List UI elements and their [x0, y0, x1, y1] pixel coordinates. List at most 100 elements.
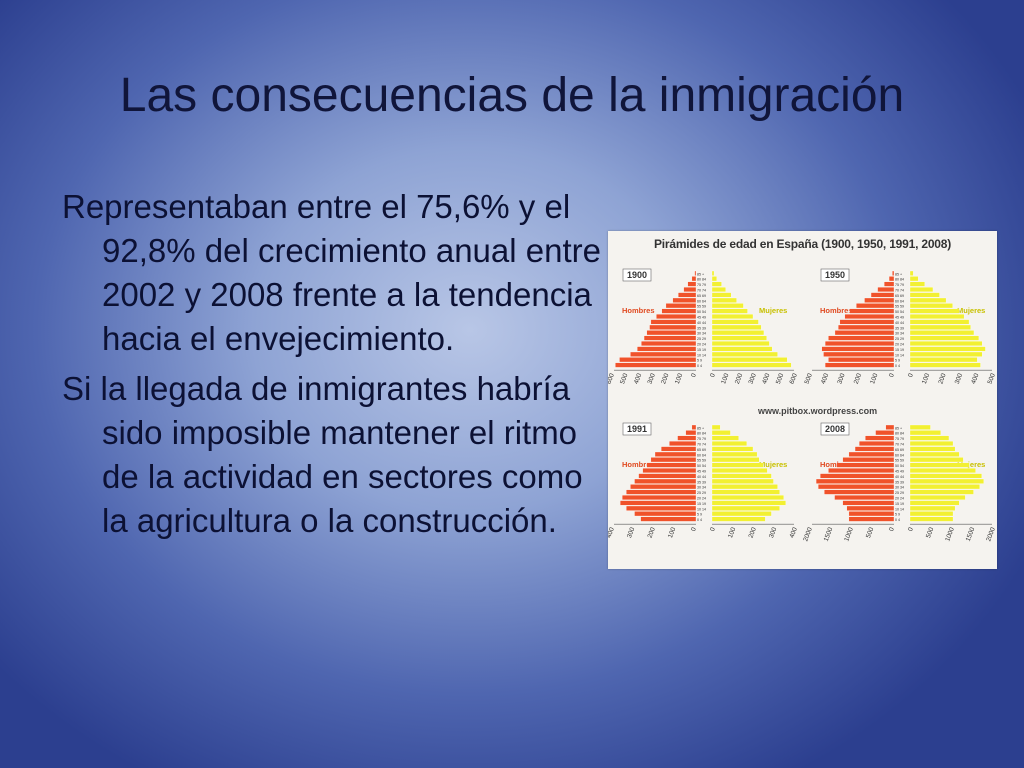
men-bar	[892, 270, 895, 276]
men-bar	[637, 346, 697, 352]
population-pyramids-figure: Pirámides de edad en España (1900, 1950,…	[608, 231, 997, 569]
men-bar	[865, 435, 895, 441]
age-label: 65 69	[895, 294, 904, 298]
women-bar	[711, 276, 717, 282]
women-bar	[909, 484, 980, 490]
axis-tick-label: 100	[674, 372, 684, 385]
women-label: Mujeres	[759, 460, 787, 469]
age-label: 5 9	[697, 359, 702, 363]
axis-tick-label: 400	[789, 526, 799, 539]
men-bar	[634, 511, 697, 517]
figure-source: www.pitbox.wordpress.com	[758, 406, 878, 416]
age-label: 25 29	[895, 491, 904, 495]
age-label: 35 39	[895, 480, 904, 484]
women-bar	[909, 446, 956, 452]
men-bar	[828, 335, 895, 341]
men-bar	[848, 451, 895, 457]
axis-tick-label: 400	[608, 526, 616, 539]
men-bar	[669, 441, 697, 446]
axis-tick-label: 2000	[802, 526, 814, 542]
figure-title: Pirámides de edad en España (1900, 1950,…	[653, 237, 952, 251]
year-label: 1991	[627, 424, 647, 434]
men-bar	[854, 446, 895, 452]
women-bar	[711, 473, 772, 479]
men-bar	[824, 489, 895, 495]
age-label: 60 64	[895, 453, 904, 457]
women-bar	[909, 435, 950, 441]
age-label: 85 +	[697, 272, 704, 276]
women-bar	[909, 303, 953, 309]
women-bar	[711, 441, 747, 446]
men-bar	[626, 489, 697, 495]
age-label: 40 44	[895, 475, 904, 479]
women-bar	[909, 505, 956, 511]
women-bar	[711, 341, 770, 346]
age-label: 70 74	[697, 289, 706, 293]
axis-tick-label: 500	[865, 526, 875, 539]
age-label: 65 69	[697, 448, 706, 452]
men-bar	[824, 362, 895, 368]
age-label: 15 19	[697, 348, 706, 352]
age-label: 20 24	[697, 497, 706, 501]
axis-tick-label: 600	[608, 372, 616, 385]
women-bar	[909, 308, 960, 314]
axis-tick-label: 0	[907, 372, 915, 378]
men-bar	[821, 346, 895, 352]
age-label: 15 19	[895, 348, 904, 352]
age-label: 20 24	[697, 343, 706, 347]
age-label: 60 64	[697, 453, 706, 457]
axis-tick-label: 300	[626, 526, 636, 539]
axis-tick-label: 200	[748, 526, 758, 539]
men-bar	[870, 292, 895, 298]
men-bar	[842, 500, 895, 506]
men-bar	[817, 484, 895, 490]
axis-tick-label: 1000	[843, 526, 855, 542]
women-bar	[711, 505, 780, 511]
axis-tick-label: 300	[836, 372, 846, 385]
women-bar	[711, 484, 778, 490]
age-label: 55 59	[697, 459, 706, 463]
age-label: 0 4	[697, 364, 702, 368]
women-bar	[909, 451, 960, 457]
age-label: 80 84	[697, 278, 706, 282]
axis-tick-label: 1500	[823, 526, 835, 542]
men-bar	[683, 287, 697, 292]
year-label: 2008	[825, 424, 845, 434]
age-label: 80 84	[895, 278, 904, 282]
men-bar	[834, 330, 895, 336]
men-bar	[649, 324, 697, 330]
axis-tick-label: 200	[734, 372, 744, 385]
year-badge	[820, 268, 850, 282]
axis-tick-label: 500	[775, 372, 785, 385]
age-label: 25 29	[697, 337, 706, 341]
men-bar	[640, 516, 697, 522]
women-bar	[711, 346, 773, 352]
axis-tick-label: 200	[937, 372, 947, 385]
men-bar	[823, 351, 895, 357]
women-bar	[711, 511, 772, 517]
age-label: 50 54	[697, 464, 706, 468]
age-label: 65 69	[895, 448, 904, 452]
women-bar	[909, 516, 954, 522]
age-label: 25 29	[697, 491, 706, 495]
men-bar	[677, 435, 697, 441]
men-label: Hombres	[820, 460, 853, 469]
age-label: 85 +	[697, 426, 704, 430]
women-bar	[711, 516, 766, 522]
men-bar	[622, 495, 697, 500]
axis-tick-label: 100	[869, 372, 879, 385]
women-bar	[909, 489, 974, 495]
men-bar	[661, 446, 697, 452]
age-label: 40 44	[697, 321, 706, 325]
age-label: 0 4	[895, 518, 900, 522]
men-bar	[838, 324, 895, 330]
axis-tick-label: 400	[761, 372, 771, 385]
women-bar	[909, 270, 914, 276]
axis-tick-label: 500	[925, 526, 935, 539]
men-bar	[885, 424, 895, 430]
women-bar	[909, 441, 954, 446]
women-bar	[711, 478, 774, 484]
age-label: 20 24	[895, 343, 904, 347]
women-bar	[711, 319, 759, 325]
age-label: 60 64	[895, 299, 904, 303]
